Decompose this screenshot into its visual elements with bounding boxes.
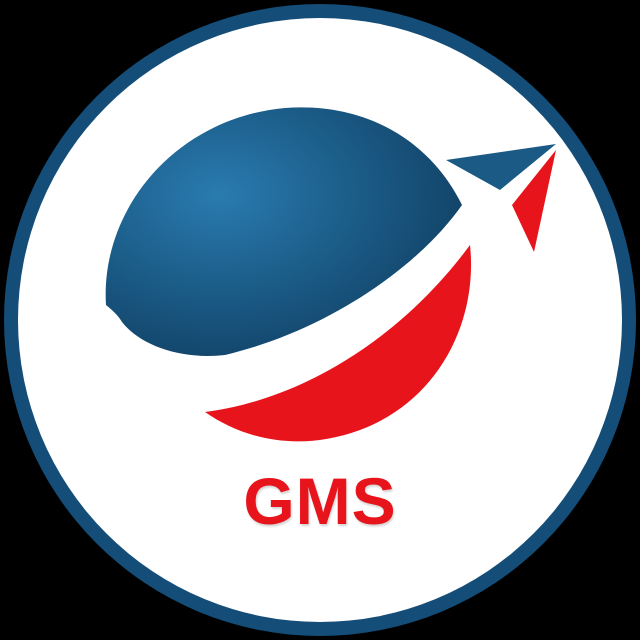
- brand-name: GMS: [243, 464, 397, 538]
- paper-plane-lower-wing: [512, 150, 556, 252]
- globe-blue-part: [105, 107, 462, 356]
- globe-red-part: [205, 245, 472, 442]
- globe-with-paper-plane-icon: [105, 107, 556, 442]
- paper-plane-upper-wing: [446, 144, 556, 190]
